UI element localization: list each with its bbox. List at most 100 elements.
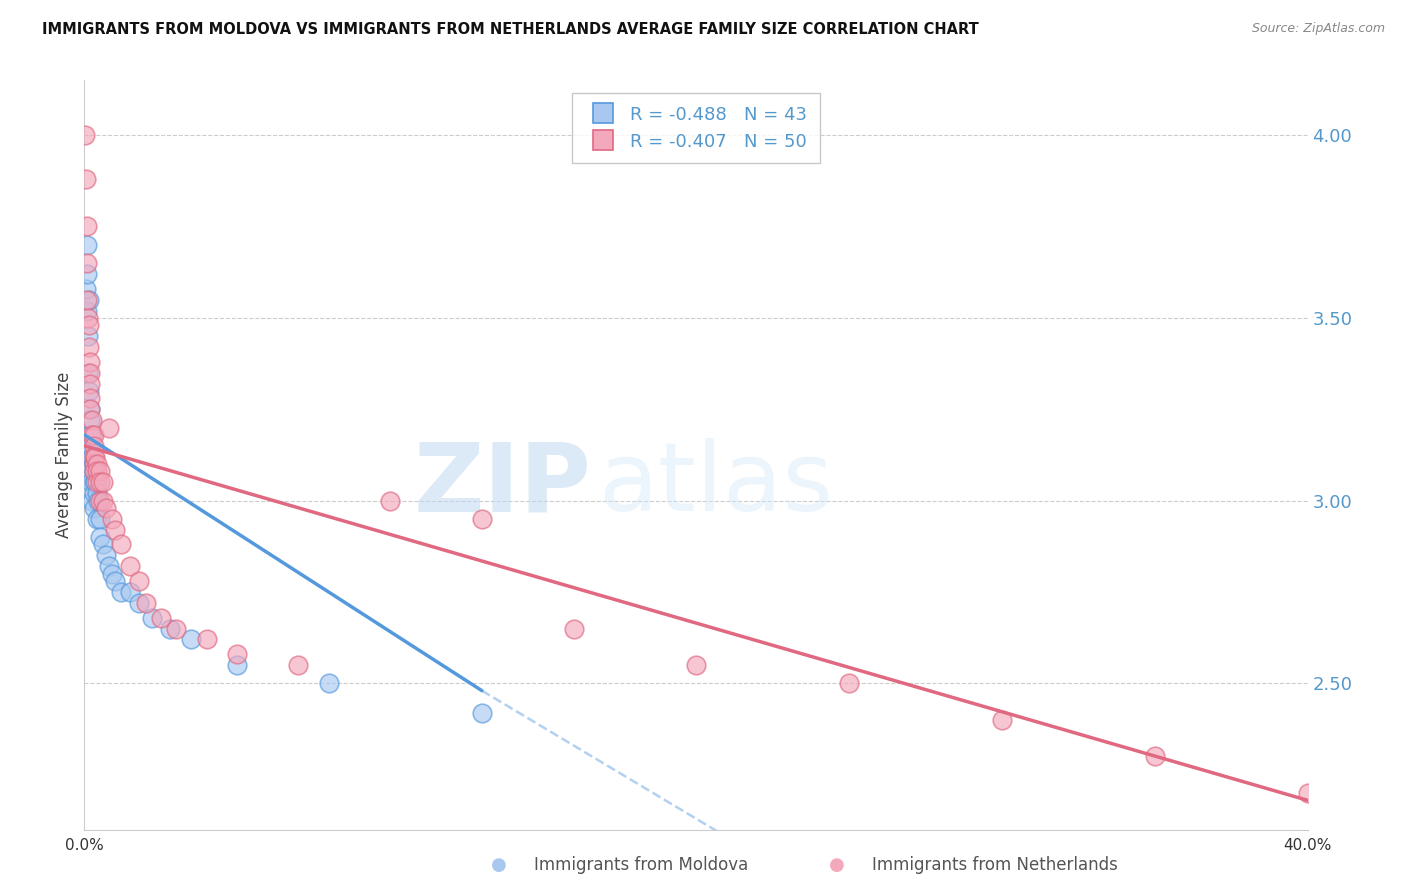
Point (76, 256, 98, 270)
Point (91, 537, 114, 551)
Point (83, 439, 105, 453)
Point (128, 574, 150, 588)
Point (80, 439, 103, 453)
Point (80, 413, 103, 427)
Point (101, 566, 124, 581)
Point (79, 355, 101, 369)
Point (79, 413, 101, 427)
Point (89, 530, 111, 544)
Point (75, 282, 97, 296)
Point (159, 622, 181, 636)
Text: Immigrants from Netherlands: Immigrants from Netherlands (872, 856, 1118, 874)
Point (77, 384, 100, 398)
Point (180, 632, 202, 647)
Point (79, 464, 101, 478)
Point (76, 303, 98, 318)
Point (135, 596, 157, 610)
Point (80, 427, 103, 442)
Point (104, 574, 127, 588)
Point (89, 493, 111, 508)
Point (128, 596, 150, 610)
Point (685, 658, 707, 673)
Point (97, 559, 120, 574)
Point (991, 713, 1014, 727)
Point (838, 676, 860, 690)
Point (89, 475, 111, 490)
Text: IMMIGRANTS FROM MOLDOVA VS IMMIGRANTS FROM NETHERLANDS AVERAGE FAMILY SIZE CORRE: IMMIGRANTS FROM MOLDOVA VS IMMIGRANTS FR… (42, 22, 979, 37)
Text: ●: ● (828, 856, 845, 874)
Point (110, 585, 132, 599)
Text: ●: ● (491, 856, 508, 874)
Point (77, 340, 100, 354)
Point (94, 549, 117, 563)
Text: Source: ZipAtlas.com: Source: ZipAtlas.com (1251, 22, 1385, 36)
Point (79, 402, 101, 417)
Point (79, 366, 101, 380)
Point (83, 427, 105, 442)
Point (80, 475, 103, 490)
Point (83, 464, 105, 478)
Point (149, 610, 172, 624)
Point (79, 402, 101, 417)
Point (84, 450, 107, 464)
Point (83, 464, 105, 478)
Point (120, 559, 142, 574)
Point (79, 376, 101, 391)
Point (76, 293, 98, 307)
Point (195, 632, 218, 647)
Point (165, 622, 187, 636)
Point (471, 512, 494, 526)
Point (76, 237, 98, 252)
Point (287, 658, 309, 673)
Point (89, 464, 111, 478)
Point (91, 475, 114, 490)
Point (226, 647, 249, 661)
Point (77, 293, 100, 307)
Point (83, 486, 105, 500)
Point (1143, 749, 1166, 764)
Point (76, 267, 98, 281)
Point (86, 464, 108, 478)
Point (83, 457, 105, 471)
Point (79, 439, 101, 453)
Point (87, 493, 110, 508)
Point (79, 457, 101, 471)
Point (83, 450, 105, 464)
Point (80, 493, 103, 508)
Point (562, 622, 585, 636)
Point (86, 486, 108, 500)
Point (75, 128, 97, 142)
Text: atlas: atlas (598, 438, 834, 532)
Legend: R = -0.488   N = 43, R = -0.407   N = 50: R = -0.488 N = 43, R = -0.407 N = 50 (572, 93, 820, 163)
Y-axis label: Average Family Size: Average Family Size (55, 372, 73, 538)
Point (77, 366, 100, 380)
Point (83, 457, 105, 471)
Point (75, 172, 97, 186)
Point (86, 512, 108, 526)
Point (91, 493, 114, 508)
Point (83, 500, 105, 515)
Point (77, 329, 100, 343)
Point (89, 512, 111, 526)
Point (97, 420, 120, 434)
Point (77, 310, 100, 325)
Point (94, 500, 117, 515)
Point (1296, 786, 1319, 800)
Text: Immigrants from Moldova: Immigrants from Moldova (534, 856, 748, 874)
Point (226, 658, 249, 673)
Text: ZIP: ZIP (415, 438, 592, 532)
Point (80, 450, 103, 464)
Point (120, 585, 142, 599)
Point (318, 676, 340, 690)
Point (110, 537, 132, 551)
Point (104, 523, 127, 537)
Point (101, 512, 124, 526)
Point (84, 475, 107, 490)
Point (83, 475, 105, 490)
Point (79, 391, 101, 405)
Point (77, 318, 100, 333)
Point (141, 610, 163, 624)
Point (471, 706, 494, 720)
Point (76, 219, 98, 234)
Point (86, 475, 108, 490)
